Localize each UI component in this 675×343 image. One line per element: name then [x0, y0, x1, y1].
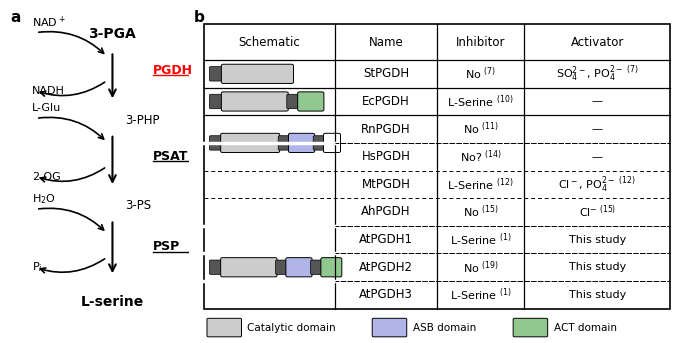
FancyBboxPatch shape [278, 136, 290, 150]
Text: 2-OG: 2-OG [32, 172, 61, 182]
FancyBboxPatch shape [313, 136, 325, 150]
Text: Schematic: Schematic [238, 36, 300, 48]
Text: No $^{(7)}$: No $^{(7)}$ [465, 66, 496, 82]
Text: Cl$^{-\ (15)}$: Cl$^{-\ (15)}$ [578, 204, 616, 220]
Text: ASB domain: ASB domain [412, 322, 476, 333]
Text: PGDH: PGDH [153, 64, 192, 77]
Text: L-Serine $^{(12)}$: L-Serine $^{(12)}$ [448, 176, 514, 193]
FancyBboxPatch shape [372, 318, 407, 337]
FancyBboxPatch shape [209, 67, 223, 81]
FancyBboxPatch shape [207, 318, 242, 337]
FancyBboxPatch shape [288, 133, 315, 153]
Text: RnPGDH: RnPGDH [361, 122, 410, 135]
Text: No $^{(15)}$: No $^{(15)}$ [462, 204, 499, 220]
FancyBboxPatch shape [321, 258, 342, 277]
Text: —: — [592, 96, 603, 106]
FancyBboxPatch shape [323, 133, 340, 153]
Text: NADH: NADH [32, 86, 65, 96]
Text: This study: This study [568, 262, 626, 272]
Text: PSP: PSP [153, 240, 180, 253]
Text: P$_i$: P$_i$ [32, 261, 43, 274]
FancyBboxPatch shape [209, 136, 222, 150]
Text: L-Serine $^{(1)}$: L-Serine $^{(1)}$ [450, 287, 512, 303]
Text: AtPGDH1: AtPGDH1 [359, 233, 413, 246]
FancyBboxPatch shape [287, 94, 299, 109]
Text: L-Serine $^{(1)}$: L-Serine $^{(1)}$ [450, 231, 512, 248]
Text: No $^{(19)}$: No $^{(19)}$ [462, 259, 499, 275]
Text: L-serine: L-serine [81, 295, 144, 309]
Text: a: a [10, 10, 21, 25]
FancyBboxPatch shape [209, 260, 222, 274]
FancyBboxPatch shape [310, 260, 323, 274]
Text: H$_2$O: H$_2$O [32, 192, 56, 206]
Text: PSAT: PSAT [153, 150, 188, 163]
Text: AtPGDH2: AtPGDH2 [359, 261, 413, 274]
FancyBboxPatch shape [513, 318, 547, 337]
Text: Catalytic domain: Catalytic domain [247, 322, 336, 333]
Text: HsPGDH: HsPGDH [361, 150, 410, 163]
Text: b: b [194, 10, 205, 25]
Text: MtPGDH: MtPGDH [361, 178, 410, 191]
Text: This study: This study [568, 235, 626, 245]
Text: ACT domain: ACT domain [554, 322, 616, 333]
Text: SO$_4^{2-}$, PO$_4^{2-\ (7)}$: SO$_4^{2-}$, PO$_4^{2-\ (7)}$ [556, 63, 639, 84]
Text: —: — [592, 124, 603, 134]
Text: AhPGDH: AhPGDH [361, 205, 410, 218]
Text: No $^{(11)}$: No $^{(11)}$ [462, 121, 499, 138]
FancyBboxPatch shape [221, 64, 294, 83]
Text: —: — [592, 152, 603, 162]
Text: This study: This study [568, 290, 626, 300]
Text: EcPGDH: EcPGDH [362, 95, 410, 108]
Text: Name: Name [369, 36, 403, 48]
FancyBboxPatch shape [275, 260, 288, 274]
Text: Inhibitor: Inhibitor [456, 36, 506, 48]
Text: L-Serine $^{(10)}$: L-Serine $^{(10)}$ [448, 93, 514, 110]
Text: 3-PGA: 3-PGA [88, 27, 136, 41]
Text: 3-PS: 3-PS [126, 199, 151, 212]
FancyBboxPatch shape [298, 92, 324, 111]
Text: 3-PHP: 3-PHP [126, 114, 160, 127]
FancyBboxPatch shape [286, 258, 312, 277]
Text: No? $^{(14)}$: No? $^{(14)}$ [460, 149, 502, 165]
Text: L-Glu: L-Glu [32, 103, 61, 113]
Text: NAD$^+$: NAD$^+$ [32, 15, 66, 30]
Bar [204, 24, 670, 309]
Text: AtPGDH3: AtPGDH3 [359, 288, 413, 301]
FancyBboxPatch shape [209, 94, 223, 109]
FancyBboxPatch shape [221, 258, 277, 277]
Text: StPGDH: StPGDH [362, 67, 409, 80]
Text: Cl$^-$, PO$_4^{2-\ (12)}$: Cl$^-$, PO$_4^{2-\ (12)}$ [558, 174, 636, 195]
FancyBboxPatch shape [221, 133, 279, 153]
FancyBboxPatch shape [221, 92, 288, 111]
Text: Activator: Activator [570, 36, 624, 48]
